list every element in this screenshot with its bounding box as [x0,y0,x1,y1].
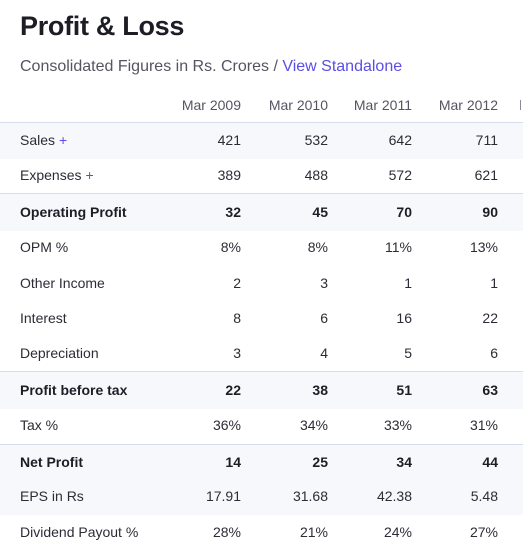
row-label-text: OPM % [20,239,69,255]
column-header: Mar 2011 [353,97,412,113]
table-cell: 711 [475,132,498,148]
table-cell: 90 [482,204,498,220]
row-label: EPS in Rs [20,488,84,504]
table-cell: 8% [220,239,241,255]
table-cell: 6 [490,345,498,361]
row-label: Profit before tax [20,382,127,398]
table-cell: 6 [320,310,328,326]
row-label-text: Profit before tax [20,382,128,398]
table-row: Interest 8 6 16 22 [0,301,523,336]
table-cell: 11% [385,239,412,255]
table-cell: 63 [482,382,498,398]
table-cell: 2 [233,275,241,291]
table-cell: 389 [217,167,241,183]
row-label: Other Income [20,275,105,291]
profit-loss-table: Mar 2009 Mar 2010 Mar 2011 Mar 2012 Sale… [0,88,523,550]
table-cell: 13% [469,239,498,255]
row-label-text: Net Profit [20,454,83,470]
table-cell: 4 [320,345,328,361]
table-cell: 488 [304,167,328,183]
table-row: Operating Profit 32 45 70 90 [0,193,523,231]
table-cell: 34 [396,454,412,470]
table-cell: 5 [404,345,412,361]
table-row[interactable]: Sales +421 532 642 711 [0,122,523,159]
table-cell: 17.91 [205,488,241,504]
table-cell: 3 [233,345,241,361]
table-cell: 1 [404,275,412,291]
row-label-text: Depreciation [20,345,99,361]
row-label: Net Profit [20,454,83,470]
row-label: Depreciation [20,345,99,361]
table-row: EPS in Rs 17.91 31.68 42.38 5.48 [0,479,523,515]
table-cell: 3 [320,275,328,291]
page-title: Profit & Loss [20,11,185,41]
table-cell: 51 [396,382,412,398]
table-cell: 16 [396,310,412,326]
table-row: Depreciation 3 4 5 6 [0,336,523,371]
view-standalone-link[interactable]: View Standalone [282,58,403,75]
column-header: Mar 2010 [268,97,328,113]
table-cell: 45 [312,204,328,220]
table-header-row: Mar 2009 Mar 2010 Mar 2011 Mar 2012 [0,88,523,122]
table-cell: 8 [233,310,241,326]
row-label-text: Dividend Payout % [20,524,139,540]
row-label: Operating Profit [20,204,127,220]
table-cell: 27% [469,524,498,540]
row-label-text: EPS in Rs [20,488,84,504]
table-cell: 1 [490,275,498,291]
table-cell: 8% [307,239,328,255]
row-label: Tax % [20,417,58,433]
table-cell: 44 [482,454,498,470]
table-cell: 22 [482,310,498,326]
table-cell: 642 [388,132,412,148]
row-label: Expenses + [20,167,94,183]
table-cell: 38 [312,382,328,398]
table-cell: 572 [388,167,412,183]
table-row: Tax % 36% 34% 33% 31% [0,408,523,444]
table-row[interactable]: Expenses +389 488 572 621 [0,158,523,193]
row-label-text: Expenses [20,167,82,183]
table-cell: 42.38 [376,488,412,504]
subtitle-text: Consolidated Figures in Rs. Crores / [20,58,283,75]
row-label-text: Operating Profit [20,204,127,220]
row-label-text: Other Income [20,275,105,291]
table-row: Other Income 2 3 1 1 [0,266,523,301]
row-label: Sales + [20,132,67,148]
table-cell: 34% [299,417,328,433]
table-cell: 33% [383,417,412,433]
table-cell: 36% [212,417,241,433]
row-label: Interest [20,310,67,326]
table-cell: 24% [383,524,412,540]
row-label: Dividend Payout % [20,524,138,540]
page-subtitle: Consolidated Figures in Rs. Crores / Vie… [20,58,402,76]
table-cell: 5.48 [470,488,498,504]
table-cell: 32 [225,204,241,220]
table-cell: 25 [312,454,328,470]
table-row: Net Profit 14 25 34 44 [0,444,523,480]
column-edge-marker [520,100,521,110]
table-row: Profit before tax 22 38 51 63 [0,371,523,409]
table-row: Dividend Payout % 28% 21% 24% 27% [0,515,523,550]
table-cell: 621 [474,167,498,183]
row-label: OPM % [20,239,68,255]
table-cell: 31% [469,417,498,433]
row-label-text: Tax % [20,417,59,433]
table-cell: 21% [299,524,328,540]
table-cell: 28% [212,524,241,540]
column-header: Mar 2012 [438,97,498,113]
table-row: OPM % 8% 8% 11% 13% [0,230,523,266]
table-cell: 70 [396,204,412,220]
expand-plus-icon[interactable]: + [59,132,68,148]
table-cell: 31.68 [292,488,328,504]
table-cell: 22 [225,382,241,398]
expand-plus-icon[interactable]: + [85,167,94,183]
row-label-text: Sales [20,132,56,148]
table-cell: 421 [217,132,241,148]
table-cell: 532 [304,132,328,148]
row-label-text: Interest [20,310,67,326]
table-cell: 14 [225,454,241,470]
column-header: Mar 2009 [181,97,241,113]
